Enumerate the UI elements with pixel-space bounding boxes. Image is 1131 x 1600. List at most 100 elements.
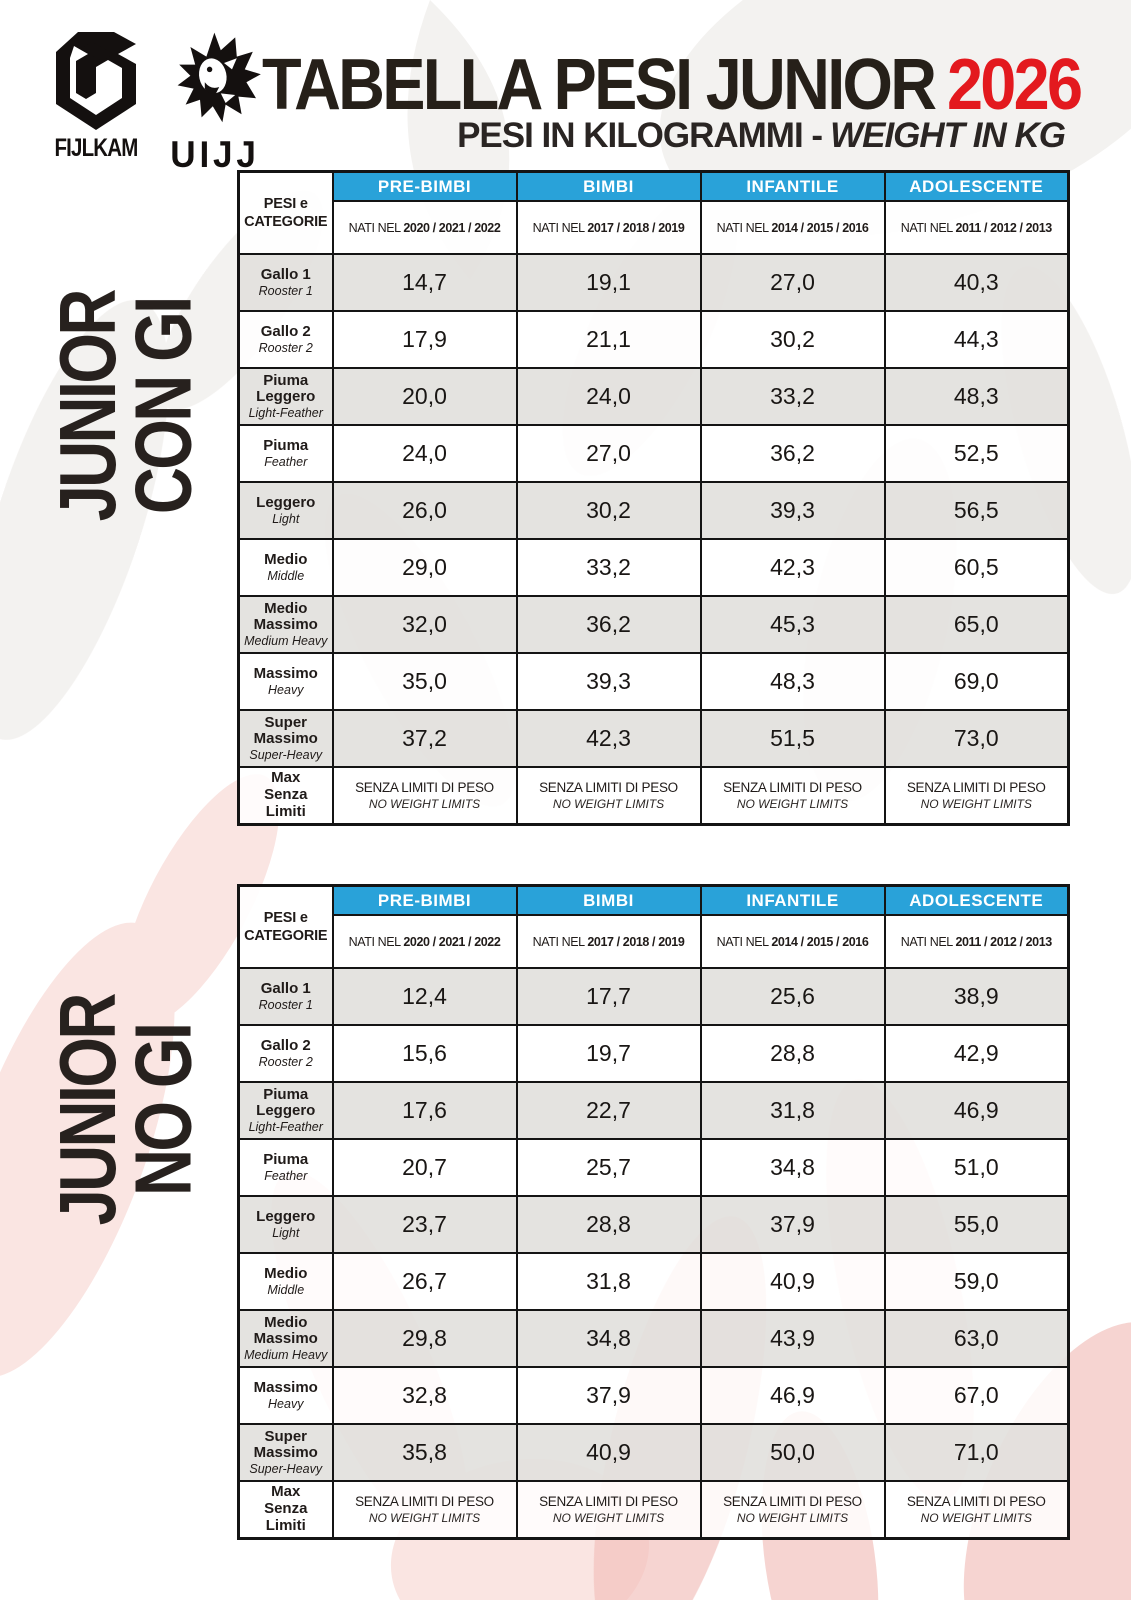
weight-value-cell: 51,5 <box>699 709 886 768</box>
weight-value-cell: 48,3 <box>699 652 886 711</box>
weight-value-cell: 28,8 <box>699 1024 886 1083</box>
category-label-cell: Piuma Leggero Light-Feather <box>237 367 334 426</box>
table-row: Massimo Heavy 35,0 39,3 48,3 69,0 <box>237 652 1070 711</box>
page-subtitle-it: PESI IN KILOGRAMMI - <box>457 116 823 155</box>
weight-value-cell: 36,2 <box>699 424 886 483</box>
weights-table: PESI e CATEGORIE PRE-BIMBI BIMBI INFANTILE A… <box>237 884 1070 1540</box>
weight-value-cell: 51,0 <box>883 1138 1070 1197</box>
category-name-it: Medio <box>264 550 308 568</box>
weight-value-cell: 48,3 <box>883 367 1070 426</box>
category-label-cell: Super Massimo Super-Heavy <box>237 1423 334 1482</box>
born-years: 2020 / 2021 / 2022 <box>403 220 501 235</box>
table-row: Piuma Feather 24,0 27,0 36,2 52,5 <box>237 424 1070 483</box>
born-prefix: NATI NEL <box>348 934 404 949</box>
category-label-cell: Medio Massimo Medium Heavy <box>237 595 334 654</box>
born-years: 2020 / 2021 / 2022 <box>403 934 501 949</box>
weight-value-cell: 30,2 <box>699 310 886 369</box>
page-title: TABELLA PESI JUNIOR 2026 <box>262 44 1083 126</box>
column-subheader: NATI NEL 2017 / 2018 / 2019 <box>515 914 702 969</box>
weight-value-cell: 33,2 <box>515 538 702 597</box>
category-name-en: Feather <box>264 1168 308 1183</box>
column-subheader: NATI NEL 2014 / 2015 / 2016 <box>699 200 886 255</box>
no-limit-it: SENZA LIMITI DI PESO <box>723 1494 862 1510</box>
no-limit-en: NO WEIGHT LIMITS <box>736 1510 849 1525</box>
column-header: PRE-BIMBI <box>331 170 518 202</box>
no-limit-en: NO WEIGHT LIMITS <box>920 796 1032 811</box>
table-row: Medio Massimo Medium Heavy 32,0 36,2 45,3 65,… <box>237 595 1070 654</box>
weight-value-cell: 60,5 <box>883 538 1070 597</box>
category-name-it: Piuma <box>263 436 309 454</box>
weight-value-cell: 27,0 <box>515 424 702 483</box>
weight-value-cell: 20,0 <box>331 367 518 426</box>
weight-value-cell: 44,3 <box>883 310 1070 369</box>
column-header: INFANTILE <box>699 170 886 202</box>
column-subheader: NATI NEL 2020 / 2021 / 2022 <box>331 914 518 969</box>
born-prefix: NATI NEL <box>532 934 588 949</box>
weight-value-cell: 27,0 <box>699 253 886 312</box>
column-header: PRE-BIMBI <box>331 884 518 916</box>
no-limit-cell: SENZA LIMITI DI PESO NO WEIGHT LIMITS <box>699 1480 886 1540</box>
weights-table-con-gi: PESI e CATEGORIE PRE-BIMBI BIMBI INFANTILE A… <box>237 170 1070 826</box>
weight-value-cell: 63,0 <box>883 1309 1070 1368</box>
category-name-it: Super Massimo <box>253 713 318 748</box>
weight-value-cell: 28,8 <box>515 1195 702 1254</box>
weight-value-cell: 22,7 <box>515 1081 702 1140</box>
no-limit-en: NO WEIGHT LIMITS <box>552 796 665 811</box>
column-header: BIMBI <box>515 884 702 916</box>
category-name-en: Heavy <box>268 682 304 697</box>
category-name-en: Rooster 1 <box>258 283 313 298</box>
weight-value-cell: 52,5 <box>883 424 1070 483</box>
weight-value-cell: 38,9 <box>883 967 1070 1026</box>
no-limit-en: NO WEIGHT LIMITS <box>552 1510 665 1525</box>
category-label-cell: Piuma Leggero Light-Feather <box>237 1081 334 1140</box>
weight-value-cell: 26,0 <box>331 481 518 540</box>
category-name-en: Rooster 1 <box>258 997 313 1012</box>
weight-value-cell: 29,0 <box>331 538 518 597</box>
header-row: PESI e CATEGORIE PRE-BIMBI BIMBI INFANTILE A… <box>237 884 1070 969</box>
category-label-cell: Gallo 2 Rooster 2 <box>237 1024 334 1083</box>
weight-value-cell: 33,2 <box>699 367 886 426</box>
category-label-cell: Massimo Heavy <box>237 652 334 711</box>
weight-value-cell: 43,9 <box>699 1309 886 1368</box>
category-name-en: Feather <box>264 454 308 469</box>
table-row: Leggero Light 26,0 30,2 39,3 56,5 <box>237 481 1070 540</box>
category-name-it: Leggero <box>256 493 316 511</box>
table-row: Max Senza Limiti SENZA LIMITI DI PESO NO W… <box>237 1480 1070 1540</box>
weight-value-cell: 69,0 <box>883 652 1070 711</box>
no-limit-it: SENZA LIMITI DI PESO <box>906 780 1046 796</box>
no-limit-it: SENZA LIMITI DI PESO <box>355 1494 494 1510</box>
weight-value-cell: 21,1 <box>515 310 702 369</box>
weight-value-cell: 42,3 <box>699 538 886 597</box>
weight-value-cell: 67,0 <box>883 1366 1070 1425</box>
no-limit-cell: SENZA LIMITI DI PESO NO WEIGHT LIMITS <box>515 766 702 826</box>
born-prefix: NATI NEL <box>532 220 588 235</box>
weight-value-cell: 24,0 <box>331 424 518 483</box>
weight-value-cell: 32,8 <box>331 1366 518 1425</box>
header-row: PESI e CATEGORIE PRE-BIMBI BIMBI INFANTILE A… <box>237 170 1070 255</box>
weight-value-cell: 35,8 <box>331 1423 518 1482</box>
column-subheader: NATI NEL 2014 / 2015 / 2016 <box>699 914 886 969</box>
category-name-en: Middle <box>267 568 305 583</box>
no-limit-it: SENZA LIMITI DI PESO <box>539 780 678 796</box>
table-row: Gallo 1 Rooster 1 12,4 17,7 25,6 38,9 <box>237 967 1070 1026</box>
table-row: Massimo Heavy 32,8 37,9 46,9 67,0 <box>237 1366 1070 1425</box>
uijj-wordmark: UIJJ <box>170 134 260 175</box>
category-label-cell: Piuma Feather <box>237 424 334 483</box>
weight-value-cell: 59,0 <box>883 1252 1070 1311</box>
column-header: BIMBI <box>515 170 702 202</box>
weight-value-cell: 45,3 <box>699 595 886 654</box>
category-name-en: Light-Feather <box>248 406 323 421</box>
section-title-no-gi: JUNIOR NO GI <box>42 995 209 1226</box>
table-corner-header: PESI e CATEGORIE <box>237 170 334 255</box>
weight-value-cell: 20,7 <box>331 1138 518 1197</box>
weight-value-cell: 17,7 <box>515 967 702 1026</box>
weight-value-cell: 25,6 <box>699 967 886 1026</box>
no-limit-it: SENZA LIMITI DI PESO <box>723 780 862 796</box>
category-label-cell: Max Senza Limiti <box>237 1480 334 1540</box>
weight-value-cell: 17,9 <box>331 310 518 369</box>
column-subheader: NATI NEL 2011 / 2012 / 2013 <box>883 200 1070 255</box>
category-name-it: Super Massimo <box>253 1427 318 1462</box>
weight-value-cell: 34,8 <box>515 1309 702 1368</box>
column-subheader: NATI NEL 2017 / 2018 / 2019 <box>515 200 702 255</box>
table-row: Leggero Light 23,7 28,8 37,9 55,0 <box>237 1195 1070 1254</box>
